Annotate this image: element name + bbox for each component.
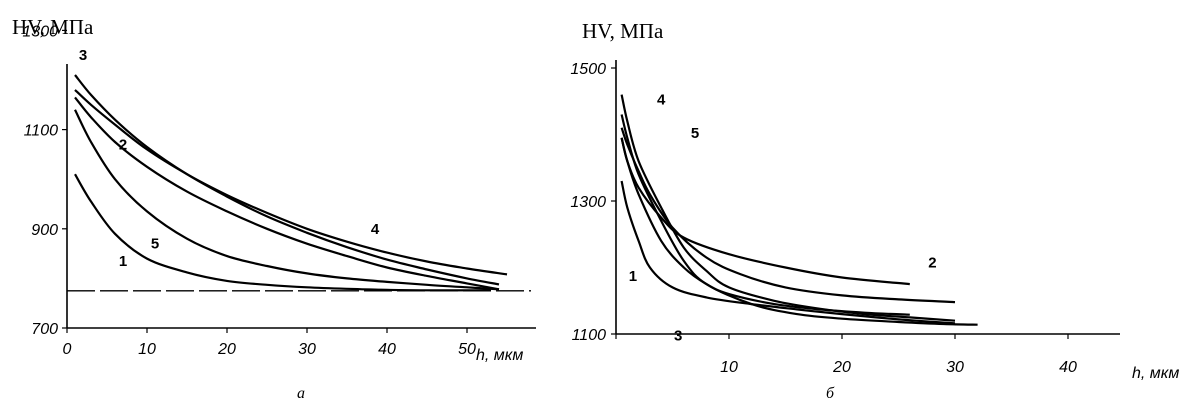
curves-b [620,94,978,326]
series-line-b-2 [620,137,910,286]
y-ticks-a: 700 900 1100 1300 [22,23,67,338]
panel-label-b: б [826,385,835,402]
series-line-b-6 [620,114,978,326]
y-tick-label-a: 700 [31,321,58,338]
y-axis-label-a: HV, МПа [12,15,94,39]
series-line-b-4 [620,94,956,322]
chart-panel-b: HV, МПа h, мкм 1100 1300 1500 10 20 30 40 4 5 2… [570,19,1179,402]
series-label-a-2: 2 [119,136,127,153]
y-tick-label-a: 900 [31,222,58,239]
y-axis-label-b: HV, МПа [582,19,664,43]
x-tick-label-b: 20 [832,359,851,376]
series-label-a-5: 5 [151,236,159,253]
series-label-b-1: 1 [629,268,637,285]
y-tick-label-b: 1500 [570,61,606,78]
x-tick-label-a: 40 [378,341,396,358]
series-label-a-1: 1 [119,253,127,270]
series-label-a-4: 4 [371,221,380,238]
x-tick-label-b: 10 [720,359,738,376]
series-line-b-5 [620,127,956,304]
series-line-a-3 [74,74,500,286]
series-line-b-1 [620,180,956,325]
chart-panel-a: HV, МПа h, мкм 700 900 1100 1300 0 10 20 30 40 5… [12,15,536,402]
y-tick-label-b: 1100 [572,327,607,344]
series-labels-b: 4 5 2 1 3 [629,92,937,345]
x-ticks-a: 0 10 20 30 40 50 [63,328,476,358]
x-tick-label-a: 50 [458,341,476,358]
y-tick-label-a: 1300 [22,23,58,40]
y-ticks-b: 1100 1300 1500 [570,61,616,344]
series-label-b-5: 5 [691,125,699,142]
x-tick-label-b: 40 [1059,359,1077,376]
x-tick-label-a: 20 [217,341,236,358]
series-line-a-4 [74,89,508,276]
series-label-b-3: 3 [674,328,682,345]
series-line-a-5 [74,109,500,291]
series-label-b-2: 2 [928,255,936,272]
x-tick-label-b: 30 [946,359,964,376]
series-line-a-1 [74,173,491,292]
x-tick-label-a: 30 [298,341,316,358]
curves-a [74,74,508,292]
series-label-b-4: 4 [657,92,666,109]
x-ticks-b: 10 20 30 40 [615,334,1077,376]
x-tick-label-a: 10 [138,341,156,358]
x-tick-label-a: 0 [63,341,72,358]
panel-label-a: а [297,385,305,402]
series-label-a-3: 3 [79,47,87,64]
y-tick-label-a: 1100 [24,123,59,140]
series-line-a-2 [74,96,500,291]
y-tick-label-b: 1300 [570,194,606,211]
x-axis-label-a: h, мкм [476,347,523,364]
x-axis-label-b: h, мкм [1132,365,1179,382]
series-labels-a: 3 2 1 5 4 [79,47,380,270]
